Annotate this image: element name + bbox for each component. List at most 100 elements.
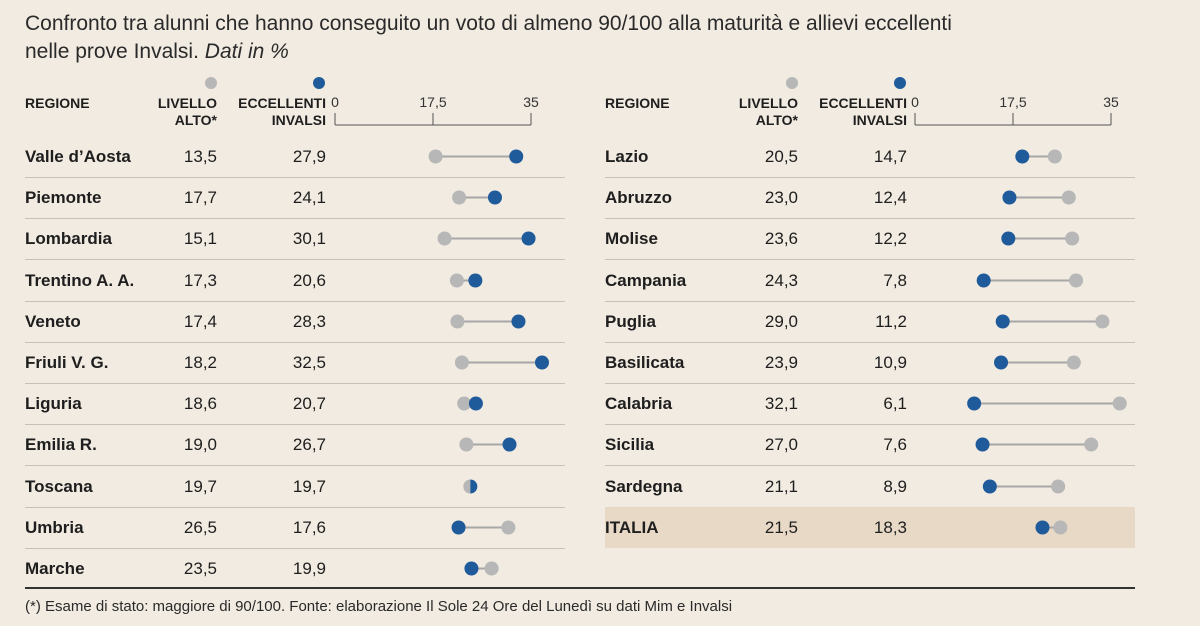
- livello-value: 20,5: [764, 147, 798, 166]
- livello-value: 17,3: [183, 270, 217, 290]
- livello-dot: [484, 561, 499, 576]
- dot-plot-row: [1002, 190, 1076, 205]
- region-name: Umbria: [25, 517, 84, 537]
- table-row: Umbria 26,5 17,6: [25, 507, 565, 549]
- region-name: Molise: [605, 229, 658, 249]
- livello-dot: [1047, 149, 1062, 164]
- table-row: Emilia R. 19,0 26,7: [25, 424, 565, 467]
- livello-dot: [459, 437, 474, 452]
- eccellenti-value: 20,7: [292, 394, 326, 414]
- header-livello: LIVELLO ALTO*: [143, 95, 217, 129]
- eccellenti-dot: [502, 437, 517, 452]
- region-name: Piemonte: [25, 188, 102, 208]
- eccellenti-value: 18,3: [873, 517, 907, 537]
- livello-value: 18,6: [183, 394, 217, 414]
- table-row: Puglia 29,0 11,2: [605, 301, 1135, 343]
- tick-label: 0: [331, 94, 339, 110]
- eccellenti-dot: [451, 520, 466, 535]
- eccellenti-dot: [994, 355, 1009, 370]
- eccellenti-value: 8,9: [883, 476, 907, 496]
- livello-dot: [1061, 190, 1076, 205]
- region-name: Valle d’Aosta: [25, 147, 131, 166]
- eccellenti-value: 17,6: [292, 517, 326, 537]
- region-name: Lombardia: [25, 229, 112, 249]
- eccellenti-dot: [509, 149, 524, 164]
- eccellenti-dot: [464, 561, 479, 576]
- eccellenti-dot: [468, 273, 483, 288]
- livello-value: 19,0: [183, 435, 217, 455]
- eccellenti-dot: [521, 231, 536, 246]
- eccellenti-dot: [982, 479, 997, 494]
- header-regione: REGIONE: [25, 95, 90, 111]
- footer-divider: [25, 587, 1135, 589]
- dot-plot-row: [975, 437, 1099, 452]
- table-row: Calabria 32,1 6,1: [605, 383, 1135, 426]
- table-row: Basilicata 23,9 10,9: [605, 342, 1135, 384]
- table-row: Campania 24,3 7,8: [605, 260, 1135, 302]
- eccellenti-value: 12,4: [873, 188, 907, 208]
- livello-value: 13,5: [183, 147, 217, 166]
- tick-label: 17,5: [419, 94, 446, 110]
- dot-plot-row: [459, 437, 517, 452]
- eccellenti-dot: [976, 273, 991, 288]
- livello-dot: [450, 314, 465, 329]
- dot-plot-row: [976, 273, 1084, 288]
- table-row: Molise 23,6 12,2: [605, 218, 1135, 261]
- table-row: Piemonte 17,7 24,1: [25, 177, 565, 220]
- legend-eccellenti-dot-right: [894, 77, 906, 89]
- livello-dot: [437, 231, 452, 246]
- title-italic: Dati in %: [204, 40, 289, 63]
- eccellenti-value: 19,7: [292, 476, 326, 496]
- livello-value: 23,6: [764, 229, 798, 249]
- eccellenti-dot: [535, 355, 549, 370]
- tick-label: 0: [911, 94, 919, 110]
- livello-dot: [1051, 479, 1066, 494]
- region-name: Veneto: [25, 311, 81, 331]
- region-name: Abruzzo: [605, 188, 673, 208]
- eccellenti-value: 27,9: [292, 147, 326, 166]
- eccellenti-dot: [487, 190, 502, 205]
- region-name: Toscana: [25, 476, 93, 496]
- table-row: Lombardia 15,1 30,1: [25, 218, 565, 261]
- livello-value: 24,3: [764, 270, 798, 290]
- dot-plot-row: [457, 396, 483, 411]
- eccellenti-dot: [1001, 231, 1016, 246]
- livello-value: 26,5: [183, 517, 217, 537]
- livello-value: 21,5: [764, 517, 798, 537]
- eccellenti-value: 32,5: [292, 353, 326, 372]
- eccellenti-value: 6,1: [883, 394, 907, 414]
- dot-plot-row: [1001, 231, 1080, 246]
- livello-value: 15,1: [183, 229, 217, 249]
- legend-livello-dot: [205, 77, 217, 89]
- table-row: Marche 23,5 19,9: [25, 548, 565, 589]
- table-row: Toscana 19,7 19,7: [25, 466, 565, 508]
- header-eccellenti-right-line1: ECCELLENTI: [819, 95, 907, 111]
- region-name: Sardegna: [605, 476, 683, 496]
- region-name: Basilicata: [605, 353, 685, 372]
- dot-plot-row: [449, 273, 483, 288]
- dot-plot-row: [464, 561, 499, 576]
- header-livello-right-line1: LIVELLO: [738, 95, 798, 111]
- region-name: Liguria: [25, 394, 82, 414]
- table-row: Sicilia 27,0 7,6: [605, 424, 1135, 467]
- livello-dot: [1066, 355, 1081, 370]
- table-row-italia: ITALIA 21,5 18,3: [605, 506, 1135, 548]
- eccellenti-value: 12,2: [873, 229, 907, 249]
- region-name: Marche: [25, 559, 85, 578]
- dot-plot-row: [454, 355, 549, 370]
- livello-dot: [1084, 437, 1099, 452]
- region-name: Calabria: [605, 394, 673, 414]
- eccellenti-dot: [1002, 190, 1017, 205]
- eccellenti-value: 11,2: [875, 311, 907, 331]
- eccellenti-value: 26,7: [292, 435, 326, 455]
- livello-dot: [1053, 520, 1068, 535]
- dot-plot-row: [1035, 520, 1068, 535]
- dot-plot-row: [428, 149, 524, 164]
- livello-dot: [1095, 314, 1110, 329]
- eccellenti-dot: [995, 314, 1010, 329]
- livello-dot: [428, 149, 443, 164]
- tick-label: 35: [523, 94, 539, 110]
- table-row: Lazio 20,5 14,7: [605, 136, 1135, 178]
- dot-plot-row: [450, 314, 526, 329]
- title-main: Confronto tra alunni che hanno conseguit…: [25, 12, 952, 35]
